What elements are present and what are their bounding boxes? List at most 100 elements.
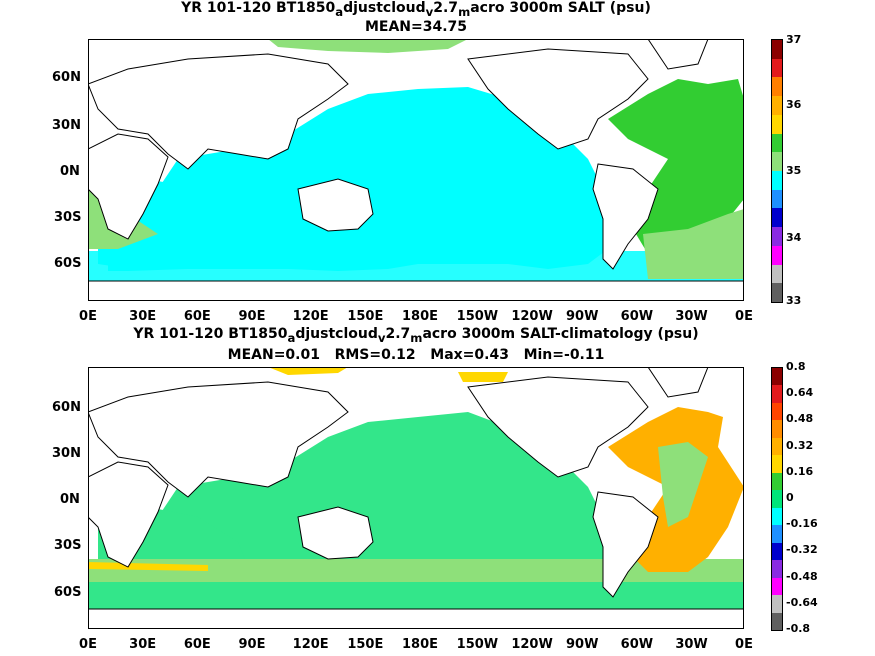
y-tick-60n: 60N xyxy=(52,70,81,85)
top-x-tick-11: 30W xyxy=(675,309,708,324)
cb-bottom-swatch-13 xyxy=(772,595,782,613)
top-title-sub: a xyxy=(335,4,344,19)
atlantic-green-core xyxy=(658,442,708,527)
cb-bottom-label-3: 0.32 xyxy=(786,438,814,452)
cb-top-label-37: 37 xyxy=(786,33,802,46)
cb-top-swatch-2 xyxy=(772,77,782,97)
bottom-title-part: 2.7 xyxy=(385,326,411,342)
top-x-tick-1: 30E xyxy=(129,309,157,324)
cb-bottom-label-0: 0.8 xyxy=(786,360,806,373)
cb-bottom-swatch-4 xyxy=(772,437,782,456)
top-x-tick-5: 150E xyxy=(347,309,384,324)
bottom-x-tick-0: 0E xyxy=(79,637,97,652)
top-stats: MEAN=34.75 xyxy=(364,19,468,35)
africa-landmass xyxy=(88,133,169,240)
bottom-title-part: acro 3000m SALT-climatology (psu) xyxy=(422,326,699,342)
top-x-tick-3: 90E xyxy=(238,309,266,324)
cb-bottom-swatch-2 xyxy=(772,402,782,421)
cb-bottom-swatch-7 xyxy=(772,490,782,508)
cb-bottom-label-1: 0.64 xyxy=(786,386,814,400)
map-frame xyxy=(88,367,744,629)
top-x-tick-2: 60E xyxy=(183,309,211,324)
colorbar-top xyxy=(771,39,783,303)
eurasia-landmass xyxy=(88,53,349,170)
landmasses xyxy=(88,39,744,301)
y-tick-0n: 0N xyxy=(60,492,80,507)
cb-bottom-swatch-14 xyxy=(772,612,782,630)
cb-bottom-swatch-9 xyxy=(772,525,782,543)
top-x-tick-0: 0E xyxy=(79,309,97,324)
map-frame xyxy=(88,39,744,301)
y-tick-30n: 30N xyxy=(52,118,81,133)
y-tick-60s: 60S xyxy=(54,585,82,600)
eurasia-landmass xyxy=(88,381,349,498)
cb-bottom-label-9: -0.64 xyxy=(786,595,818,609)
cb-top-swatch-13 xyxy=(772,283,782,302)
cb-bottom-swatch-3 xyxy=(772,420,782,438)
greenland-landmass xyxy=(647,367,709,398)
north-america-landmass xyxy=(467,376,649,478)
bottom-x-tick-2: 60E xyxy=(183,637,211,652)
cb-top-swatch-9 xyxy=(772,208,782,228)
australia-landmass xyxy=(297,178,374,232)
cb-bottom-label-10: -0.8 xyxy=(786,622,811,635)
top-x-tick-9: 90W xyxy=(566,309,599,324)
africa-landmass xyxy=(88,461,169,568)
bottom-x-tick-11: 30W xyxy=(675,637,708,652)
bottom-map-svg xyxy=(88,367,744,629)
top-x-tick-8: 120W xyxy=(511,309,553,324)
bottom-x-tick-5: 150E xyxy=(347,637,384,652)
south-america-landmass xyxy=(592,491,659,598)
bottom-stats: MEAN=0.01 RMS=0.12 Max=0.43 Min=-0.11 xyxy=(227,347,605,363)
bottom-x-tick-7: 150W xyxy=(456,637,499,652)
greenland-landmass xyxy=(647,39,709,70)
cb-bottom-label-7: -0.32 xyxy=(786,543,818,557)
cb-bottom-swatch-12 xyxy=(772,577,782,596)
bottom-x-tick-1: 30E xyxy=(129,637,157,652)
top-x-tick-10: 60W xyxy=(620,309,654,324)
southern-ocean-band xyxy=(88,559,744,582)
bottom-x-tick-6: 180E xyxy=(402,637,439,652)
y-tick-30s: 30S xyxy=(54,210,82,225)
cb-bottom-label-2: 0.48 xyxy=(786,412,814,426)
cb-bottom-swatch-8 xyxy=(772,507,782,526)
top-title-sub: m xyxy=(458,4,471,19)
y-tick-30s: 30S xyxy=(54,538,82,553)
cb-bottom-label-8: -0.48 xyxy=(786,569,818,583)
cb-top-label-35: 35 xyxy=(786,164,802,177)
southern-ocean-green xyxy=(88,582,744,609)
bottom-x-tick-4: 120E xyxy=(292,637,329,652)
top-x-tick-12: 0E xyxy=(735,309,753,324)
cb-top-swatch-1 xyxy=(772,58,782,78)
top-map-svg xyxy=(88,39,744,301)
bottom-x-tick-12: 0E xyxy=(735,637,753,652)
bottom-x-tick-9: 90W xyxy=(566,637,599,652)
cb-top-swatch-8 xyxy=(772,189,782,209)
cb-bottom-label-5: 0 xyxy=(786,491,794,504)
top-x-tick-4: 120E xyxy=(292,309,329,324)
top-title-part: YR 101-120 BT1850 xyxy=(181,0,336,16)
y-tick-60n: 60N xyxy=(52,400,81,415)
cb-bottom-swatch-0 xyxy=(772,368,782,386)
cb-top-swatch-11 xyxy=(772,245,782,265)
cb-bottom-swatch-6 xyxy=(772,472,782,491)
bottom-title-part: djustcloud xyxy=(295,326,378,342)
antarctic-yellow-strip xyxy=(88,562,208,571)
cb-bottom-swatch-11 xyxy=(772,560,782,578)
cb-top-swatch-4 xyxy=(772,114,782,134)
australia-landmass xyxy=(297,506,374,560)
bottom-title-sub: v xyxy=(377,330,386,345)
top-title: YR 101-120 BT1850adjustcloudv2.7macro 30… xyxy=(88,0,744,21)
north-america-landmass xyxy=(467,48,649,150)
cb-top-swatch-10 xyxy=(772,227,782,246)
south-america-landmass xyxy=(592,163,659,270)
y-tick-0n: 0N xyxy=(60,164,80,179)
cb-bottom-label-6: -0.16 xyxy=(786,517,818,531)
bottom-x-tick-8: 120W xyxy=(511,637,553,652)
colorbar-bottom xyxy=(771,367,783,631)
cb-top-label-34: 34 xyxy=(786,231,802,244)
cb-top-swatch-7 xyxy=(772,171,782,190)
landmasses xyxy=(88,367,744,629)
bottom-title-sub: m xyxy=(410,330,423,345)
top-x-tick-6: 180E xyxy=(402,309,439,324)
